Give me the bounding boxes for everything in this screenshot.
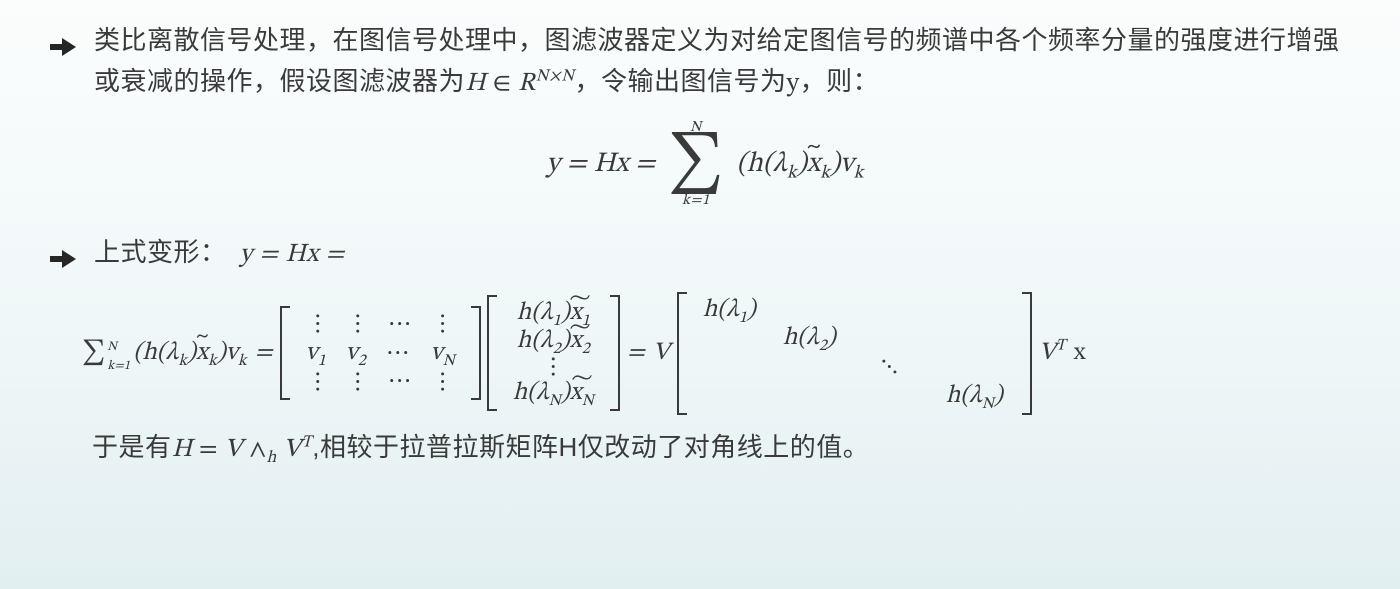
c-VT: V: [283, 437, 301, 463]
d-VT: VT: [1039, 335, 1066, 371]
d-k3: k: [238, 353, 247, 369]
vdots-icon: ⋮: [338, 371, 378, 394]
Vm-dots: ⋯: [376, 339, 421, 368]
eq1-xtilde: x: [807, 144, 820, 185]
cv-r1s: 1: [553, 313, 561, 329]
b2-label: 上式变形：: [94, 237, 227, 267]
slide-body: 类比离散信号处理，在图信号处理中，图滤波器定义为对给定图信号的频谱中各个频率分量…: [0, 0, 1400, 489]
b2-eq: y = Hx =: [240, 242, 345, 268]
eq1-k1: k: [787, 165, 797, 183]
d-V: V: [653, 335, 670, 371]
c-V: V: [225, 437, 243, 463]
bullet-2: 上式变形： y = Hx =: [50, 234, 1360, 282]
cv-rNs: N: [549, 393, 561, 409]
d-x: x: [1074, 335, 1086, 371]
d-sigma: ∑: [82, 340, 105, 365]
equation-1: y = Hx = N ∑ k=1 (h(λk)xk)vk: [50, 117, 1360, 212]
c-H: H: [172, 437, 193, 463]
cv-rNx: xN: [570, 379, 594, 408]
d-sum-bot: k=1: [107, 358, 130, 377]
b1-mid: ，令输出图信号为: [575, 66, 787, 96]
cdots-icon: ⋯: [378, 367, 423, 396]
d-k2: k: [208, 353, 217, 369]
b1-H: H: [465, 71, 486, 97]
dg-dNs: N: [982, 396, 994, 412]
arrow-bullet-icon: [50, 32, 76, 70]
Vm-vN: v: [431, 340, 443, 365]
dg-d2a: h(λ: [783, 325, 819, 350]
Vm-sN: N: [443, 353, 455, 369]
column-vector-hx: h(λ1)x1 h(λ2)x2 ⋮ h(λN)xN: [487, 295, 620, 412]
cv-r2x: x2: [570, 327, 590, 356]
bullet-2-text: 上式变形： y = Hx =: [94, 234, 1360, 275]
dg-dNb: ): [994, 383, 1003, 408]
b1-y: y: [787, 71, 800, 97]
d-term-r: )v: [217, 340, 238, 365]
c-post: ,相较于拉普拉斯矩阵H仅改动了对角线上的值。: [312, 432, 869, 462]
cv-r2a: h(λ: [517, 328, 553, 353]
diagonal-matrix: h(λ1) h(λ2) ⋱: [677, 292, 1032, 415]
eq1-k2: k: [820, 165, 830, 183]
dg-d1a: h(λ: [703, 297, 739, 322]
vdots-icon: ⋮: [423, 371, 463, 394]
bullet-1-text: 类比离散信号处理，在图信号处理中，图滤波器定义为对给定图信号的频谱中各个频率分量…: [94, 22, 1360, 103]
c-eq: =: [192, 437, 224, 463]
equation-2-derivation: ∑Nk=1(h(λk)xk)vk = ⋮ ⋮ ⋯ ⋮ v1 v2 ⋯ vN: [78, 292, 1360, 415]
d-k1: k: [178, 353, 187, 369]
dg-d1s: 1: [739, 310, 747, 326]
Vm-s2: 2: [358, 353, 366, 369]
cv-r1a: h(λ: [517, 300, 553, 325]
conclusion-line: 于是有H = V ∧h VT,相较于拉普拉斯矩阵H仅改动了对角线上的值。: [92, 429, 1360, 470]
dg-d2b: ): [827, 325, 836, 350]
ddots-icon: ⋱: [867, 353, 911, 382]
d-eq2: =: [627, 335, 645, 371]
b1-post: ，则：: [800, 66, 880, 96]
dg-dNa: h(λ: [946, 383, 982, 408]
eq1-close: ): [830, 150, 840, 178]
sigma-icon: ∑: [668, 139, 724, 190]
eq1-lam-open: (λ: [763, 150, 787, 178]
dg-d2s: 2: [819, 338, 827, 354]
b1-exp: N×N: [536, 68, 575, 85]
matrix-V-columns: ⋮ ⋮ ⋯ ⋮ v1 v2 ⋯ vN ⋮ ⋮ ⋯ ⋮: [280, 306, 481, 400]
Vm-s1: 1: [318, 353, 326, 369]
d-sum-top: N: [107, 339, 117, 358]
eq1-lam-close: ): [797, 150, 807, 178]
c-T: T: [302, 434, 313, 451]
eq1-v: v: [840, 150, 853, 178]
c-pre: 于是有: [92, 432, 172, 462]
cdots-icon: ⋯: [378, 310, 423, 339]
c-h: h: [267, 450, 277, 467]
vdots-icon: ⋮: [338, 313, 378, 336]
d-xt: x: [196, 335, 208, 371]
d-term-l: (h(λ: [133, 340, 178, 365]
b1-R: R: [518, 71, 536, 97]
Vm-v2: v: [346, 340, 358, 365]
eq1-h: h: [747, 150, 763, 178]
bullet-1: 类比离散信号处理，在图信号处理中，图滤波器定义为对给定图信号的频谱中各个频率分量…: [50, 22, 1360, 103]
d-eq1: =: [255, 335, 273, 371]
vdots-icon: ⋮: [423, 313, 463, 336]
deriv-sum: ∑Nk=1(h(λk)xk)vk: [82, 335, 247, 371]
eq1-open: (: [737, 150, 747, 178]
arrow-bullet-icon: [50, 244, 76, 282]
vdots-icon: ⋮: [298, 371, 338, 394]
vdots-icon: ⋮: [298, 313, 338, 336]
Vm-v1: v: [306, 340, 318, 365]
cv-rNa: h(λ: [513, 380, 549, 405]
dg-d1b: ): [747, 297, 756, 322]
eq1-lhs: y = Hx =: [547, 150, 662, 178]
d-term-m: ): [187, 340, 196, 365]
c-wedge: ∧: [243, 437, 267, 463]
summation-symbol: N ∑ k=1: [668, 117, 724, 212]
b1-in: ∈: [486, 71, 518, 97]
eq1-k3: k: [854, 165, 864, 183]
